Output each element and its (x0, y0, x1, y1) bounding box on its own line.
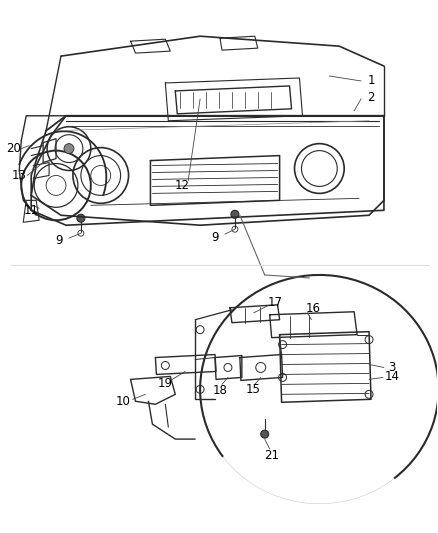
Circle shape (64, 144, 74, 154)
Text: 13: 13 (12, 169, 27, 182)
Circle shape (77, 214, 85, 222)
Text: 17: 17 (268, 296, 283, 309)
Text: 19: 19 (158, 377, 173, 390)
Text: 20: 20 (6, 142, 21, 155)
Text: 2: 2 (367, 91, 375, 104)
Text: 16: 16 (306, 302, 321, 316)
Circle shape (231, 211, 239, 218)
Text: 11: 11 (24, 204, 39, 217)
Text: 21: 21 (264, 448, 279, 462)
Text: 1: 1 (367, 75, 375, 87)
Text: 12: 12 (175, 179, 190, 192)
Text: 15: 15 (245, 383, 260, 396)
Text: 3: 3 (388, 361, 396, 374)
Text: 14: 14 (385, 370, 399, 383)
Text: 9: 9 (211, 231, 219, 244)
Circle shape (261, 430, 268, 438)
Text: 9: 9 (55, 233, 63, 247)
Text: 18: 18 (212, 384, 227, 397)
Text: 10: 10 (115, 395, 130, 408)
